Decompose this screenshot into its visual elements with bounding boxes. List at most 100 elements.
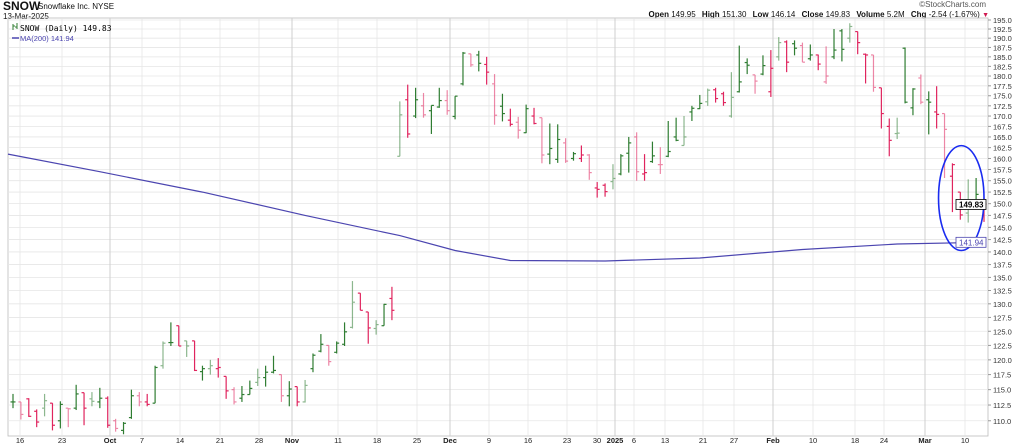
bar-legend-icon (12, 23, 18, 30)
x-tick-label: 21 (216, 436, 224, 445)
ohlc-bar (476, 50, 482, 72)
ohlc-bar (302, 379, 308, 403)
y-tick-label: 190.0 (993, 34, 1012, 43)
x-tick-label: 30 (593, 436, 601, 445)
annotation-ellipse (937, 144, 985, 252)
ohlc-bar (389, 286, 395, 321)
ohlc-bar (373, 320, 379, 335)
ohlc-bar (326, 344, 332, 366)
ohlc-bar (713, 87, 719, 103)
ohlc-bar (539, 117, 545, 164)
y-tick-label: 195.0 (993, 16, 1012, 25)
y-tick-label: 125.0 (993, 327, 1012, 336)
y-tick-label: 167.5 (993, 122, 1012, 131)
ohlc-bar (563, 138, 569, 163)
ohlc-bar (405, 84, 411, 138)
ohlc-bar (247, 380, 253, 396)
close-price-tag: 149.83 (955, 199, 987, 210)
ohlc-bar (65, 407, 71, 428)
ohlc-bar (673, 117, 679, 142)
ohlc-bar (784, 40, 790, 73)
chg-label: Chg (910, 10, 927, 19)
close-label: Close (801, 10, 824, 19)
ohlc-bar (799, 42, 805, 63)
y-tick-label: 152.5 (993, 188, 1012, 197)
ohlc-bar (34, 409, 40, 428)
high-label: High (701, 10, 720, 19)
ohlc-bar (886, 118, 892, 157)
ohlc-bar (823, 46, 829, 84)
ohlc-bar (176, 325, 182, 347)
y-tick-label: 165.0 (993, 133, 1012, 142)
ohlc-bar (642, 154, 648, 181)
ohlc-bar (531, 107, 537, 125)
y-tick-label: 160.0 (993, 154, 1012, 163)
ohlc-bar (421, 92, 427, 118)
y-tick-label: 180.0 (993, 72, 1012, 81)
grid (7, 17, 989, 437)
x-tick-label: 10 (809, 436, 817, 445)
ohlc-bar (223, 375, 229, 399)
ohlc-bar (878, 87, 884, 129)
ohlc-bar (10, 393, 16, 409)
x-tick-label: 23 (58, 436, 66, 445)
ohlc-bar (239, 386, 245, 402)
ohlc-bar (334, 341, 340, 354)
ohlc-bar (192, 340, 198, 372)
ohlc-bar (507, 108, 513, 127)
ohlc-bar (689, 105, 695, 121)
low-label: Low (752, 10, 769, 19)
ohlc-bar (42, 393, 48, 417)
y-tick-label: 142.5 (993, 236, 1012, 245)
ohlc-bar (444, 90, 450, 115)
ohlc-bar (839, 29, 845, 62)
x-tick-label: Mar (918, 436, 931, 445)
ohlc-bar (436, 87, 442, 108)
ohlc-bar (468, 53, 474, 67)
open-label: Open (648, 10, 669, 19)
y-tick-label: 140.0 (993, 248, 1012, 257)
ohlc-bar (752, 74, 758, 94)
ohlc-bar (934, 86, 940, 129)
ohlc-bar (105, 396, 111, 428)
ohlc-bar (271, 355, 277, 374)
ohlc-bar (720, 91, 726, 106)
y-tick-label: 172.5 (993, 102, 1012, 111)
ohlc-bar (902, 47, 908, 104)
ohlc-bar (831, 29, 837, 60)
ohlc-bar (973, 177, 979, 202)
ohlc-bar (231, 387, 237, 405)
ohlc-bar (318, 334, 324, 353)
x-tick-label: 7 (140, 436, 144, 445)
bars-layer (10, 23, 987, 435)
x-tick-label: Oct (104, 436, 117, 445)
down-arrow-icon: ▼ (982, 12, 989, 19)
ohlc-bar (492, 74, 498, 125)
ohlc-bar (81, 392, 87, 426)
y-tick-label: 150.0 (993, 200, 1012, 209)
ohlc-bar (855, 30, 861, 55)
ohlc-bar (26, 398, 32, 417)
ohlc-bar (160, 341, 166, 369)
x-tick-label: 13 (661, 436, 669, 445)
ohlc-bar (49, 402, 55, 431)
ohlc-bar (381, 303, 387, 327)
ticker-symbol: SNOW (3, 0, 41, 13)
ohlc-bar (357, 292, 363, 311)
y-tick-label: 192.5 (993, 25, 1012, 34)
legend-ma: MA(200) 141.94 (20, 34, 74, 43)
ohlc-bar (121, 422, 127, 435)
close-value: 149.83 (825, 10, 851, 19)
ohlc-bar (152, 365, 158, 404)
ohlc-bar (97, 387, 103, 409)
ohlc-bar (18, 401, 24, 420)
legend: SNOW (Daily) 149.83 MA(200) 141.94 (12, 23, 112, 43)
ohlc-bar (760, 55, 766, 76)
ohlc-bar (942, 112, 948, 178)
ma200-layer (7, 153, 985, 262)
ohlc-bar (847, 23, 853, 43)
y-tick-label: 182.5 (993, 62, 1012, 71)
company-name: Snowflake Inc. NYSE (38, 2, 115, 11)
ohlc-bar (294, 386, 300, 407)
